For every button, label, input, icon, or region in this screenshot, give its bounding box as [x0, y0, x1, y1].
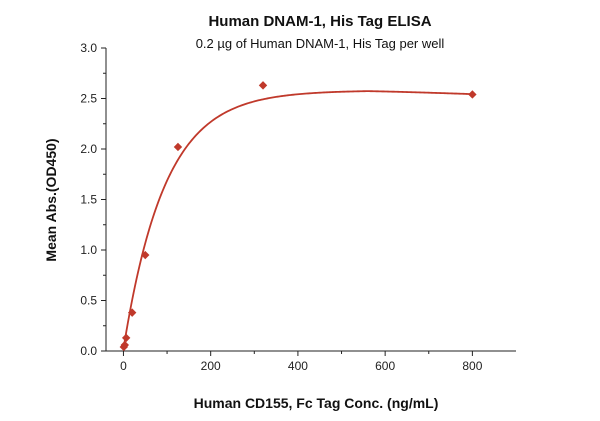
data-points — [119, 81, 477, 352]
data-point — [127, 308, 137, 317]
fit-curve — [122, 90, 473, 350]
x-tick-label: 600 — [375, 359, 395, 373]
x-axis-label: Human CD155, Fc Tag Conc. (ng/mL) — [194, 395, 439, 411]
y-tick-label: 3.0 — [80, 41, 97, 55]
data-point — [468, 90, 477, 99]
y-tick-label: 0.0 — [80, 344, 97, 358]
x-tick-label: 400 — [288, 359, 308, 373]
x-axis-ticks: 0 200 400 600 800 — [120, 351, 483, 373]
data-point — [258, 81, 268, 90]
y-axis-label: Mean Abs.(OD450) — [43, 138, 59, 261]
data-point — [141, 250, 150, 260]
y-axis-ticks: 0.0 0.5 1.0 1.5 2.0 2.5 3.0 — [80, 41, 106, 358]
x-tick-label: 800 — [462, 359, 482, 373]
chart-subtitle: 0.2 µg of Human DNAM-1, His Tag per well — [196, 36, 445, 51]
y-tick-label: 2.5 — [80, 92, 97, 106]
data-point — [120, 340, 129, 350]
y-tick-label: 1.0 — [80, 243, 97, 257]
data-point — [121, 333, 131, 343]
y-tick-label: 0.5 — [80, 294, 97, 308]
chart-title: Human DNAM-1, His Tag ELISA — [208, 13, 431, 30]
y-tick-label: 1.5 — [80, 193, 97, 207]
x-tick-label: 200 — [201, 359, 221, 373]
y-tick-label: 2.0 — [80, 142, 97, 156]
data-point — [173, 142, 183, 152]
x-tick-label: 0 — [120, 359, 127, 373]
